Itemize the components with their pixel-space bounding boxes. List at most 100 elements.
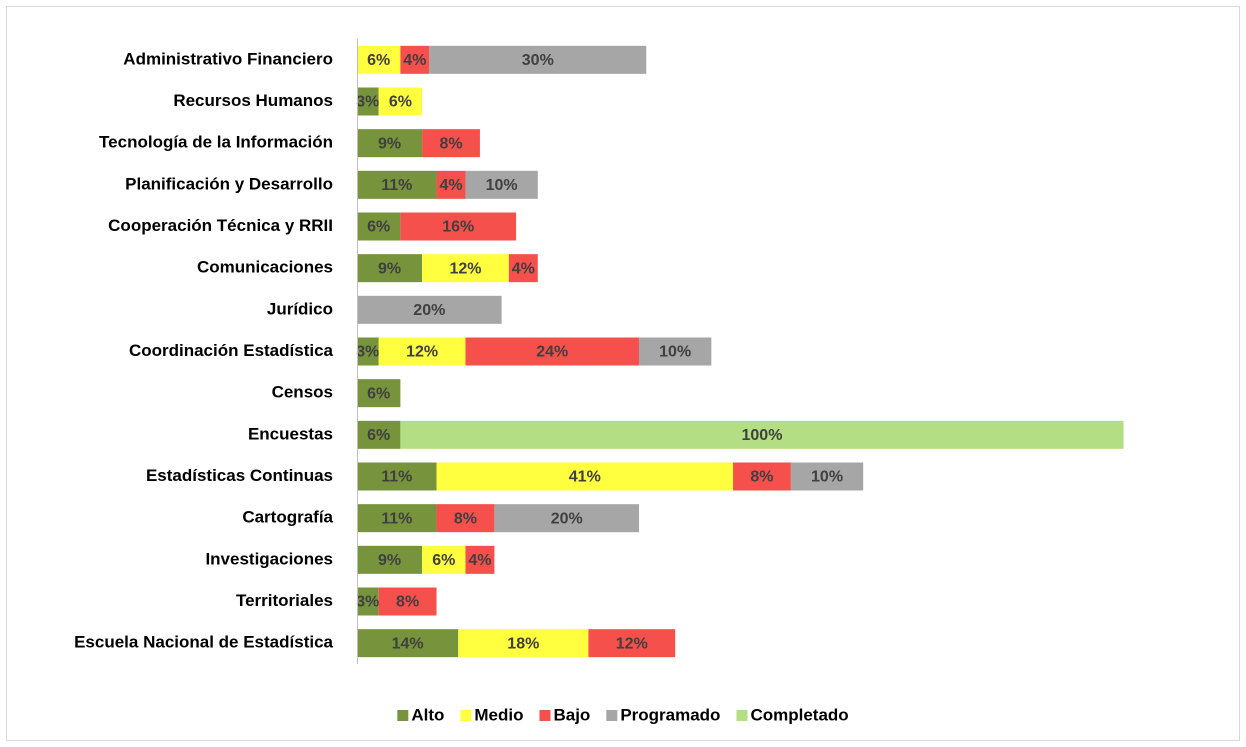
bar-segment	[357, 587, 379, 616]
bar-segment	[357, 379, 401, 408]
data-label: 20%	[413, 302, 445, 319]
bar-segment	[400, 45, 430, 74]
bar-segment	[357, 87, 379, 116]
y-tick-label: Territoriales	[236, 591, 333, 610]
bar-segment	[508, 254, 538, 283]
bar-segment	[357, 212, 401, 241]
data-label: 9%	[378, 135, 401, 152]
data-label: 6%	[389, 94, 412, 111]
data-label: 41%	[569, 469, 601, 486]
bar-segment	[422, 129, 480, 158]
data-label: 12%	[616, 635, 648, 652]
data-label: 10%	[486, 177, 518, 194]
y-tick-label: Encuestas	[248, 424, 333, 443]
y-tick-label: Escuela Nacional de Estadística	[74, 633, 333, 652]
data-label: 8%	[439, 135, 462, 152]
y-tick-label: Recursos Humanos	[173, 91, 333, 110]
data-label: 11%	[381, 510, 412, 527]
bar-segment	[465, 545, 495, 574]
bar-segment	[357, 420, 401, 449]
data-label: 12%	[449, 260, 481, 277]
bar-segment	[436, 504, 495, 533]
bar-segment	[465, 170, 538, 199]
y-tick-label: Estadísticas Continuas	[146, 466, 333, 485]
data-label: 18%	[507, 635, 539, 652]
data-label: 10%	[659, 344, 691, 361]
data-label: 12%	[406, 344, 438, 361]
bar-segment	[357, 545, 423, 574]
data-label: 6%	[367, 52, 390, 69]
bar-segment	[436, 462, 734, 491]
y-tick-label: Censos	[272, 383, 333, 402]
legend-swatch	[606, 710, 618, 721]
data-label: 9%	[378, 260, 401, 277]
y-tick-label: Investigaciones	[205, 549, 333, 568]
data-label: 10%	[811, 469, 843, 486]
bar-segment	[357, 129, 423, 158]
y-tick-label: Jurídico	[267, 299, 333, 318]
data-label: 4%	[403, 52, 426, 69]
y-tick-label: Coordinación Estadística	[129, 341, 334, 360]
y-tick-label: Tecnología de la Información	[99, 133, 333, 152]
bar-segment	[357, 462, 437, 491]
data-label: 14%	[392, 635, 424, 652]
bar-segment	[465, 337, 640, 366]
bar-segment	[588, 629, 676, 658]
chart-frame	[6, 6, 1240, 741]
legend-label: Alto	[411, 705, 444, 724]
y-tick-label: Administrativo Financiero	[123, 49, 333, 68]
bar-segment	[790, 462, 864, 491]
data-label: 6%	[367, 427, 390, 444]
legend-swatch	[460, 710, 472, 721]
data-label: 20%	[551, 510, 583, 527]
bar-segment	[400, 212, 517, 241]
legend-label: Completado	[750, 705, 848, 724]
data-label: 3%	[356, 594, 379, 611]
bar-segment	[357, 629, 459, 658]
data-label: 100%	[742, 427, 783, 444]
bar-segment	[357, 295, 502, 324]
bar-segment	[378, 87, 423, 116]
bar-segment	[429, 45, 647, 74]
data-label: 11%	[381, 469, 412, 486]
data-label: 24%	[536, 344, 568, 361]
bar-segment	[494, 504, 640, 533]
bar-segment	[733, 462, 791, 491]
bar-segment	[400, 420, 1124, 449]
legend-label: Bajo	[553, 705, 590, 724]
data-label: 6%	[367, 219, 390, 236]
data-label: 3%	[356, 94, 379, 111]
bar-segment	[378, 587, 437, 616]
bar-segment	[422, 545, 466, 574]
legend-label: Medio	[474, 705, 523, 724]
bar-segment	[357, 504, 437, 533]
bar-segment	[458, 629, 589, 658]
bar-segment	[357, 45, 401, 74]
y-tick-label: Cooperación Técnica y RRII	[108, 216, 333, 235]
bar-segment	[639, 337, 712, 366]
data-label: 8%	[396, 594, 419, 611]
data-label: 8%	[750, 469, 773, 486]
data-label: 4%	[468, 552, 491, 569]
data-label: 11%	[381, 177, 412, 194]
y-tick-label: Comunicaciones	[197, 258, 333, 277]
legend-label: Programado	[620, 705, 720, 724]
legend-swatch	[539, 710, 551, 721]
bar-segment	[436, 170, 466, 199]
data-label: 16%	[442, 219, 474, 236]
legend-swatch	[397, 710, 409, 721]
data-label: 9%	[378, 552, 401, 569]
data-label: 6%	[432, 552, 455, 569]
data-label: 4%	[439, 177, 462, 194]
bar-segment	[378, 337, 466, 366]
legend-swatch	[736, 710, 748, 721]
data-label: 30%	[522, 52, 554, 69]
data-label: 3%	[356, 344, 379, 361]
y-tick-label: Planificación y Desarrollo	[125, 174, 333, 193]
data-label: 4%	[512, 260, 535, 277]
bar-segment	[422, 254, 509, 283]
bar-segment	[357, 337, 379, 366]
data-label: 8%	[454, 510, 477, 527]
bar-segment	[357, 170, 437, 199]
